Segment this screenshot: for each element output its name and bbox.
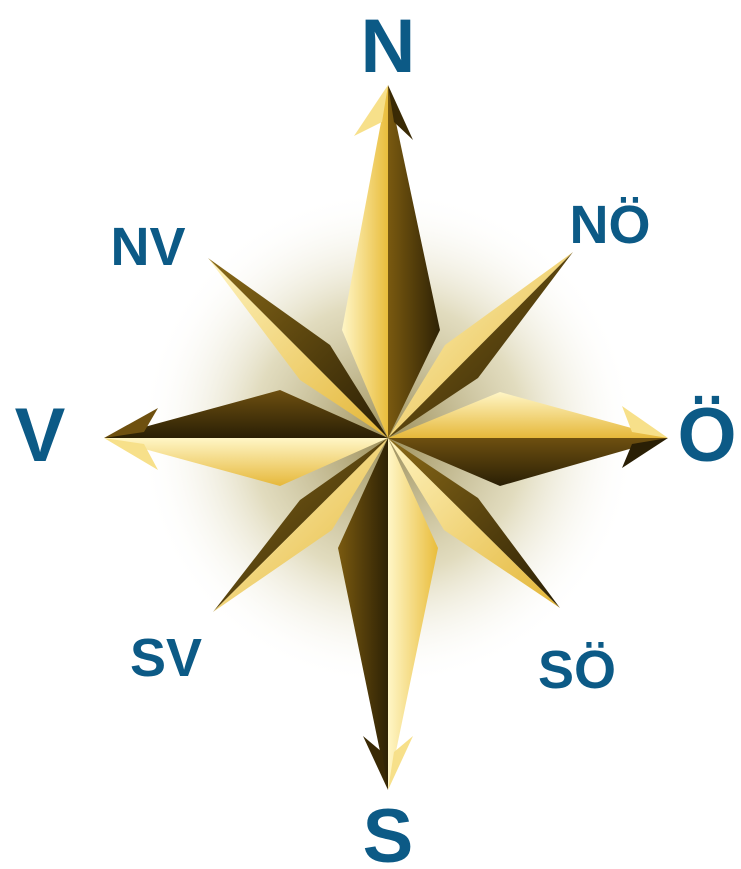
- label-southeast: SÖ: [538, 640, 616, 700]
- point-north: [342, 85, 440, 438]
- label-northwest: NV: [110, 217, 185, 277]
- label-east: Ö: [677, 393, 736, 478]
- point-northeast: [388, 252, 573, 438]
- compass-rose-icon: [104, 85, 668, 790]
- label-south: S: [363, 794, 414, 869]
- label-north: N: [361, 4, 416, 89]
- point-northwest: [208, 258, 388, 438]
- label-northeast: NÖ: [570, 195, 651, 255]
- point-east: [388, 392, 668, 486]
- label-west: V: [15, 393, 66, 478]
- point-southeast: [388, 438, 560, 608]
- point-south: [338, 438, 438, 790]
- point-west: [104, 390, 388, 486]
- label-southwest: SV: [130, 628, 202, 688]
- point-southwest: [213, 438, 388, 612]
